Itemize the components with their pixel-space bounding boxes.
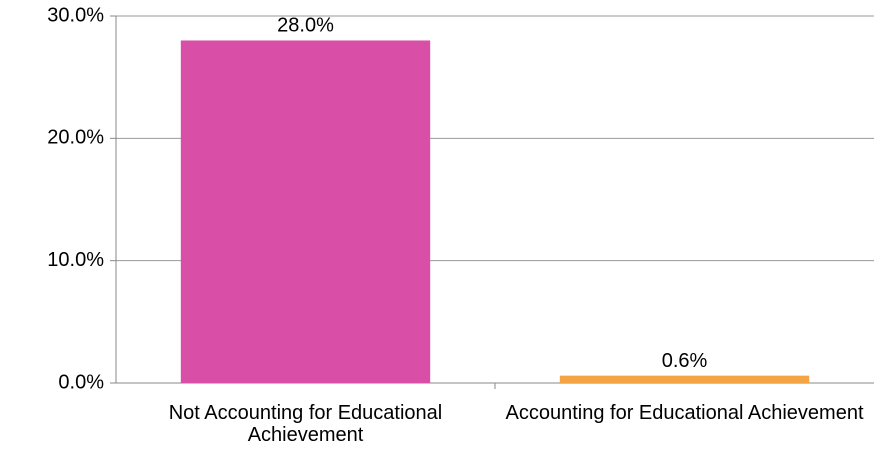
bar: [559, 375, 810, 383]
x-tick-label: Accounting for Educational Achievement: [505, 402, 864, 424]
x-tick-label: Not Accounting for Educational Achieveme…: [168, 402, 443, 446]
value-label: 28.0%: [277, 15, 334, 37]
value-label: 0.6%: [662, 350, 708, 372]
y-tick-label: 10.0%: [47, 249, 104, 271]
y-tick-label: 30.0%: [47, 4, 104, 26]
y-tick-label: 0.0%: [58, 371, 104, 393]
y-tick-label: 20.0%: [47, 127, 104, 149]
bar: [180, 40, 431, 383]
